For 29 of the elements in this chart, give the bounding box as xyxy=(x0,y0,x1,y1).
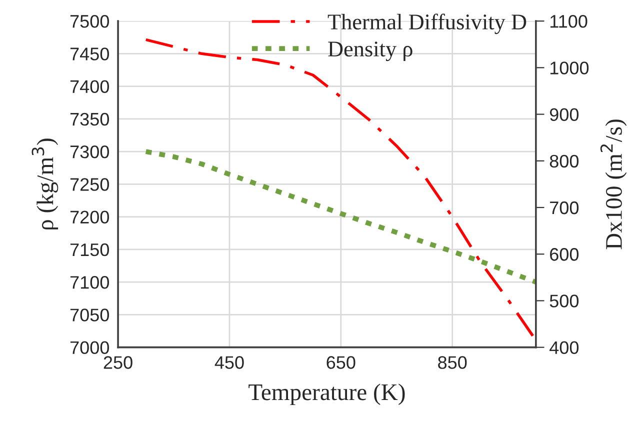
y-tick-label: 7100 xyxy=(70,276,109,289)
y2-tick-label: 500 xyxy=(550,294,579,308)
y2-tick-label: 400 xyxy=(550,341,579,354)
y2-tick-label: 700 xyxy=(550,201,579,214)
y2-tick-label: 1100 xyxy=(550,14,588,28)
y-axis-title: ρ (kg/m$^{3}$) xyxy=(32,138,58,230)
y-tick-label: 7500 xyxy=(70,14,109,28)
x-tick-label: 850 xyxy=(438,356,467,369)
y-tick-label: 7350 xyxy=(70,112,109,126)
y-tick-label: 7150 xyxy=(70,243,109,256)
x-tick-label: 450 xyxy=(214,356,244,369)
y2-tick-label: 1000 xyxy=(550,62,589,74)
legend-label: Density ρ xyxy=(328,42,412,62)
y2-tick-label: 800 xyxy=(550,154,579,168)
y-tick-label: 7050 xyxy=(70,308,109,322)
y-tick-label: 7450 xyxy=(70,48,109,60)
y-tick-label: 7400 xyxy=(70,80,109,94)
y2-axis-title: Dx100 (m$^{2}$/s) xyxy=(600,120,627,250)
y-tick-label: 7250 xyxy=(70,178,109,191)
x-axis-title: Temperature (K) xyxy=(248,384,405,406)
y2-tick-label: 900 xyxy=(550,108,579,121)
y-tick-label: 7300 xyxy=(70,145,109,158)
x-tick-label: 250 xyxy=(104,356,132,369)
x-tick-label: 650 xyxy=(326,356,356,369)
y-tick-label: 7000 xyxy=(70,341,109,354)
line-series xyxy=(143,149,536,284)
y2-tick-label: 600 xyxy=(550,248,579,261)
y-tick-label: 7200 xyxy=(70,210,109,224)
legend-label: Thermal Diffusivity D xyxy=(328,14,526,34)
